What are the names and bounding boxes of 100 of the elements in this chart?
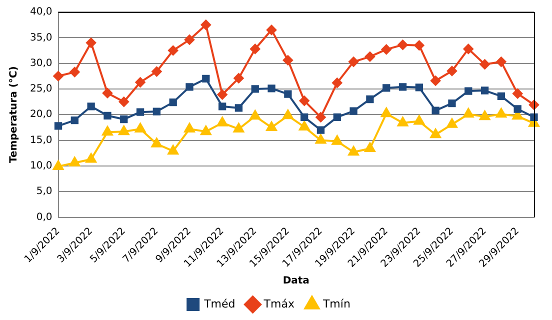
y-tick-label: 0,0 — [36, 212, 52, 223]
point — [463, 44, 474, 54]
point — [251, 85, 259, 93]
point — [69, 156, 80, 166]
point — [87, 102, 95, 110]
y-tick-label: 25,0 — [30, 84, 52, 95]
point — [446, 66, 457, 76]
point — [315, 134, 326, 144]
point — [299, 96, 310, 106]
y-tick-label: 40,0 — [30, 6, 52, 18]
point — [217, 90, 228, 100]
x-axis-title: Data — [282, 276, 310, 287]
point — [514, 105, 522, 113]
point — [70, 67, 80, 78]
point — [234, 104, 243, 112]
point — [136, 108, 144, 116]
point — [332, 78, 342, 88]
point — [430, 128, 441, 138]
point — [430, 76, 441, 86]
point — [202, 74, 210, 83]
point — [168, 45, 178, 56]
y-tick-label: 20,0 — [30, 109, 52, 120]
point — [152, 108, 161, 116]
point — [300, 113, 308, 122]
point — [52, 160, 64, 170]
legend-label: Tmín — [322, 297, 350, 310]
y-tick-label: 15,0 — [30, 134, 52, 146]
point — [102, 88, 112, 98]
point — [381, 44, 392, 54]
point — [120, 115, 128, 124]
point — [184, 122, 195, 132]
point — [152, 66, 162, 77]
point — [397, 116, 408, 126]
y-axis-title: Temperatura (°C) — [8, 66, 20, 164]
point — [53, 71, 64, 82]
point — [102, 126, 113, 136]
point — [268, 84, 276, 92]
point — [282, 55, 293, 66]
point — [432, 106, 440, 114]
point — [480, 86, 489, 94]
point — [364, 142, 376, 152]
point — [496, 108, 507, 118]
point — [480, 59, 490, 70]
y-tick-label: 10,0 — [30, 160, 52, 172]
legend-label: Tméd — [203, 297, 236, 310]
point — [348, 146, 359, 156]
point — [168, 145, 178, 155]
point — [186, 83, 194, 91]
point — [497, 92, 506, 100]
point — [250, 44, 260, 54]
point — [151, 138, 162, 148]
point — [333, 113, 341, 122]
point — [118, 126, 130, 136]
point — [216, 116, 228, 126]
point — [86, 38, 96, 48]
point — [398, 83, 407, 91]
point — [118, 96, 129, 107]
point — [299, 120, 310, 130]
point — [381, 108, 392, 118]
point — [200, 126, 212, 136]
point — [134, 122, 146, 132]
point — [382, 84, 390, 92]
point — [316, 126, 325, 134]
point — [464, 87, 472, 95]
legend-label: Tmáx — [262, 297, 295, 310]
y-tick-label: 35,0 — [30, 32, 52, 44]
point — [364, 52, 375, 62]
point — [316, 112, 326, 122]
point — [135, 77, 146, 88]
point — [366, 95, 374, 104]
point — [250, 110, 260, 120]
point — [200, 20, 211, 30]
point — [530, 113, 538, 122]
point — [332, 135, 342, 145]
point — [348, 56, 359, 67]
point — [414, 40, 424, 50]
point — [529, 100, 539, 110]
point — [184, 34, 195, 45]
point — [54, 122, 62, 130]
point — [446, 118, 458, 128]
point — [86, 153, 96, 163]
point — [284, 90, 292, 98]
point — [398, 40, 408, 50]
point — [512, 88, 523, 99]
point — [350, 107, 358, 115]
point — [463, 108, 474, 118]
point — [218, 102, 226, 110]
y-tick-label: 30,0 — [30, 58, 52, 69]
point — [415, 84, 423, 92]
point — [233, 122, 244, 132]
point — [479, 110, 490, 120]
point — [104, 112, 112, 120]
point — [414, 115, 424, 125]
point — [282, 110, 294, 120]
point — [448, 100, 456, 108]
point — [496, 56, 506, 67]
point — [266, 121, 277, 131]
y-tick-label: 5,0 — [36, 186, 52, 198]
point — [266, 24, 277, 35]
point — [70, 116, 78, 124]
